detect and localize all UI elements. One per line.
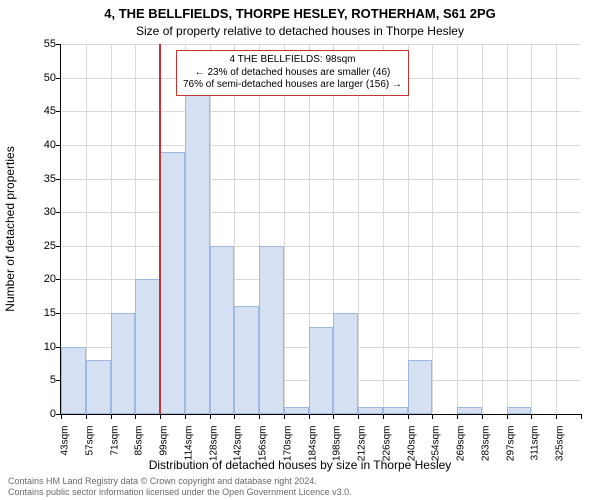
chart-title-main: 4, THE BELLFIELDS, THORPE HESLEY, ROTHER… xyxy=(0,6,600,21)
histogram-bar xyxy=(135,279,160,414)
x-tick-label: 128sqm xyxy=(208,426,219,476)
annotation-line-1: 4 THE BELLFIELDS: 98sqm xyxy=(183,54,402,67)
x-tick-label: 297sqm xyxy=(505,426,516,476)
y-axis-label: Number of detached properties xyxy=(3,146,17,311)
footer-line-2: Contains public sector information licen… xyxy=(8,487,352,498)
x-tick-label: 170sqm xyxy=(282,426,293,476)
y-tick-label: 15 xyxy=(16,307,56,319)
x-tick-label: 226sqm xyxy=(381,426,392,476)
histogram-bar xyxy=(457,407,482,414)
x-tick-label: 269sqm xyxy=(456,426,467,476)
histogram-bar xyxy=(234,306,259,414)
y-tick-label: 30 xyxy=(16,206,56,218)
chart-plot-area: 4 THE BELLFIELDS: 98sqm← 23% of detached… xyxy=(60,44,581,415)
property-marker-line xyxy=(159,44,161,414)
histogram-bar xyxy=(259,246,284,414)
histogram-bar xyxy=(284,407,309,414)
histogram-bar xyxy=(160,152,185,414)
histogram-bar xyxy=(61,347,86,414)
y-tick-label: 0 xyxy=(16,408,56,420)
y-tick-label: 35 xyxy=(16,173,56,185)
x-tick-label: 71sqm xyxy=(109,426,120,476)
annotation-line-2: ← 23% of detached houses are smaller (46… xyxy=(183,67,402,80)
x-tick-label: 283sqm xyxy=(480,426,491,476)
x-tick-label: 325sqm xyxy=(555,426,566,476)
y-tick-label: 10 xyxy=(16,341,56,353)
x-tick-label: 57sqm xyxy=(84,426,95,476)
histogram-bar xyxy=(333,313,358,414)
y-tick-label: 20 xyxy=(16,273,56,285)
x-tick-label: 114sqm xyxy=(183,426,194,476)
histogram-bar xyxy=(383,407,408,414)
y-tick-label: 45 xyxy=(16,105,56,117)
histogram-bar xyxy=(111,313,136,414)
annotation-line-3: 76% of semi-detached houses are larger (… xyxy=(183,79,402,92)
x-tick-label: 43sqm xyxy=(60,426,71,476)
x-tick-label: 142sqm xyxy=(233,426,244,476)
x-tick-label: 184sqm xyxy=(307,426,318,476)
y-tick-label: 55 xyxy=(16,38,56,50)
y-tick-label: 5 xyxy=(16,374,56,386)
x-tick-label: 99sqm xyxy=(159,426,170,476)
histogram-bar xyxy=(185,78,210,414)
histogram-bar xyxy=(358,407,383,414)
histogram-bar xyxy=(309,327,334,414)
y-tick-label: 50 xyxy=(16,72,56,84)
x-tick-label: 212sqm xyxy=(357,426,368,476)
histogram-bar xyxy=(507,407,532,414)
y-tick-label: 25 xyxy=(16,240,56,252)
annotation-box: 4 THE BELLFIELDS: 98sqm← 23% of detached… xyxy=(176,50,409,96)
x-tick-label: 311sqm xyxy=(530,426,541,476)
chart-footer: Contains HM Land Registry data © Crown c… xyxy=(8,476,352,498)
histogram-bar xyxy=(408,360,433,414)
x-tick-label: 240sqm xyxy=(406,426,417,476)
x-tick-label: 156sqm xyxy=(258,426,269,476)
footer-line-1: Contains HM Land Registry data © Crown c… xyxy=(8,476,352,487)
x-tick-label: 254sqm xyxy=(431,426,442,476)
histogram-bar xyxy=(86,360,111,414)
chart-title-sub: Size of property relative to detached ho… xyxy=(0,24,600,38)
x-tick-label: 198sqm xyxy=(332,426,343,476)
histogram-bar xyxy=(210,246,235,414)
y-tick-label: 40 xyxy=(16,139,56,151)
x-tick-label: 85sqm xyxy=(134,426,145,476)
